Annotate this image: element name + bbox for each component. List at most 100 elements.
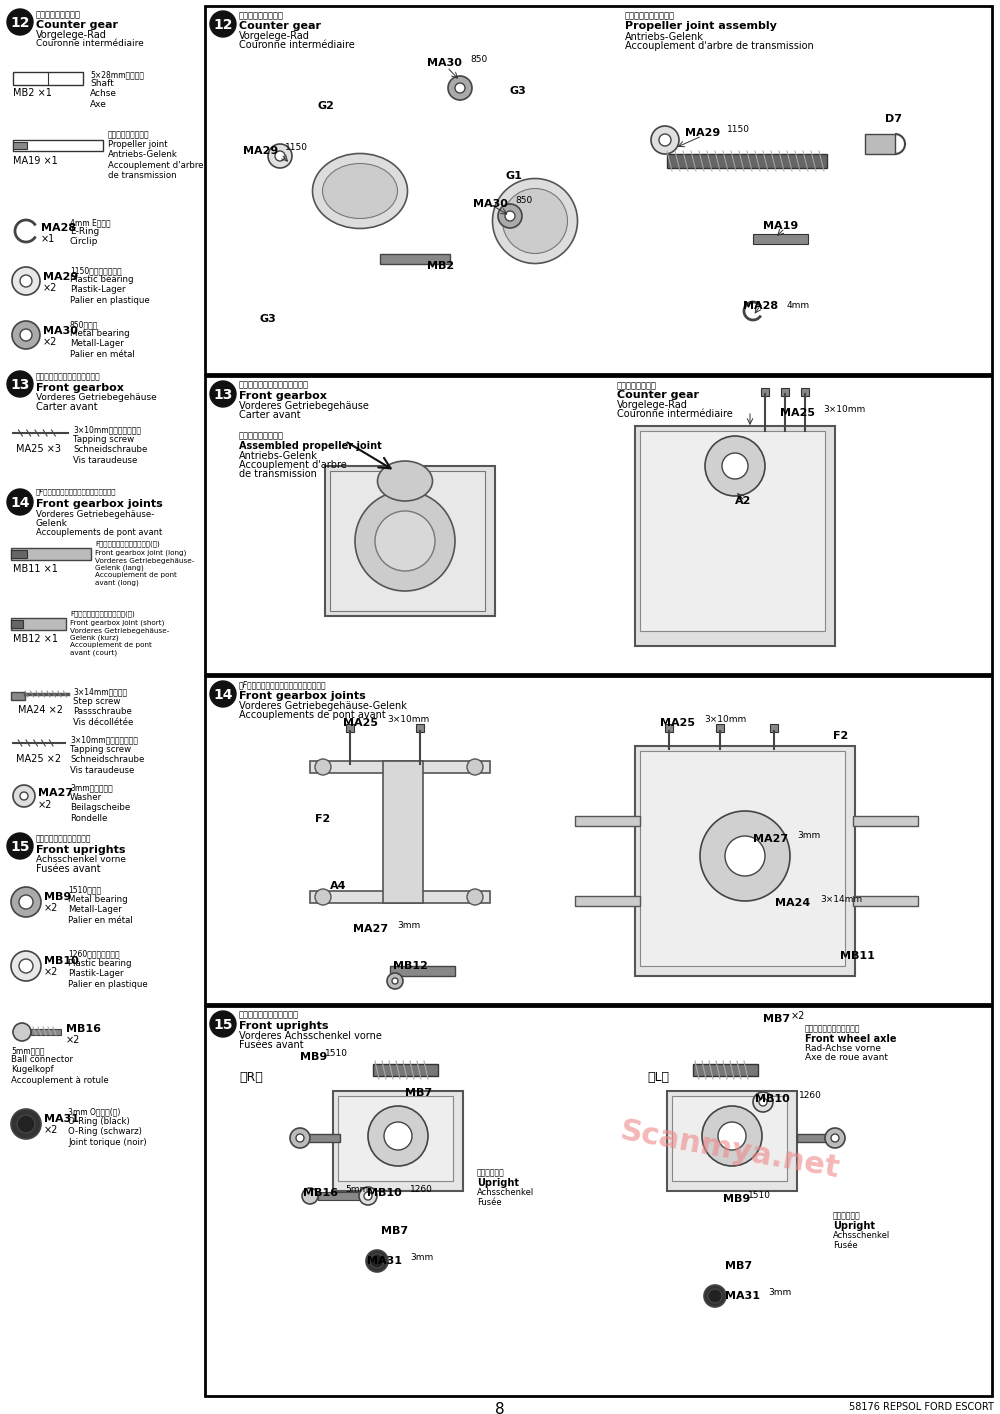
Text: Accouplement d'arbre: Accouplement d'arbre — [239, 460, 347, 469]
Circle shape — [13, 1022, 31, 1041]
Text: 850メタル: 850メタル — [70, 320, 98, 329]
Circle shape — [448, 76, 472, 100]
Text: MB16: MB16 — [303, 1188, 338, 1198]
Circle shape — [210, 682, 236, 707]
Text: Vorgelege-Rad: Vorgelege-Rad — [239, 31, 310, 41]
Circle shape — [11, 1109, 41, 1140]
Text: E-Ring
Circlip: E-Ring Circlip — [70, 228, 99, 246]
Text: Front uprights: Front uprights — [239, 1021, 328, 1031]
Text: Axe de roue avant: Axe de roue avant — [805, 1053, 888, 1062]
Text: 1510: 1510 — [748, 1191, 771, 1200]
Text: MA25: MA25 — [343, 718, 378, 728]
Text: Couronne intermédiaire: Couronne intermédiaire — [36, 40, 144, 48]
Text: MA25: MA25 — [780, 409, 815, 419]
Circle shape — [705, 436, 765, 496]
Text: 1150: 1150 — [285, 143, 308, 151]
Text: MA27: MA27 — [38, 788, 73, 797]
Bar — [416, 724, 424, 732]
Text: MB7: MB7 — [763, 1014, 790, 1024]
Bar — [797, 1134, 842, 1143]
Text: Vorderes Achsschenkel vorne: Vorderes Achsschenkel vorne — [239, 1031, 382, 1041]
Bar — [853, 816, 918, 826]
Text: Propeller joint
Antriebs-Gelenk
Accouplement d'arbre
de transmission: Propeller joint Antriebs-Gelenk Accouple… — [108, 140, 204, 180]
Bar — [13, 72, 83, 85]
Text: Counter gear: Counter gear — [617, 390, 699, 400]
Text: 3×14mm: 3×14mm — [820, 895, 862, 904]
Circle shape — [725, 836, 765, 877]
Text: 4mm Eリング: 4mm Eリング — [70, 218, 111, 228]
Text: Carter avant: Carter avant — [239, 410, 301, 420]
Bar — [640, 431, 825, 631]
Bar — [770, 724, 778, 732]
Text: 12: 12 — [10, 16, 30, 30]
Text: 4mm: 4mm — [787, 301, 810, 310]
Circle shape — [467, 889, 483, 905]
Text: Front gearbox joints: Front gearbox joints — [36, 499, 163, 509]
Bar — [333, 1092, 463, 1191]
Circle shape — [20, 274, 32, 287]
Text: Front gearbox: Front gearbox — [239, 392, 327, 402]
Text: 13: 13 — [213, 387, 233, 402]
Text: Metal bearing
Metall-Lager
Palier en métal: Metal bearing Metall-Lager Palier en mét… — [68, 895, 133, 925]
Bar — [716, 724, 724, 732]
Circle shape — [11, 952, 41, 981]
Text: MB16: MB16 — [66, 1024, 101, 1034]
Text: de transmission: de transmission — [239, 469, 317, 479]
Text: Front wheel axle: Front wheel axle — [805, 1034, 896, 1044]
Text: Front gearbox: Front gearbox — [36, 383, 124, 393]
Bar — [761, 387, 769, 396]
Text: カウンターギヤー: カウンターギヤー — [617, 380, 657, 390]
Text: カウンターギヤーの取り付け＞: カウンターギヤーの取り付け＞ — [239, 380, 309, 389]
Bar — [205, 376, 992, 674]
Text: G1: G1 — [505, 171, 522, 181]
Bar — [693, 1063, 758, 1076]
Text: 3mm Oリング(黒): 3mm Oリング(黒) — [68, 1107, 120, 1116]
Text: Plastic bearing
Plastik-Lager
Palier en plastique: Plastic bearing Plastik-Lager Palier en … — [68, 959, 148, 988]
Text: Step screw
Passschraube
Vis décollétée: Step screw Passschraube Vis décollétée — [73, 697, 133, 727]
Ellipse shape — [322, 164, 398, 219]
Bar — [11, 619, 23, 628]
Circle shape — [11, 887, 41, 918]
Text: Washer
Beilagscheibe
Rondelle: Washer Beilagscheibe Rondelle — [70, 793, 130, 823]
Text: 1510: 1510 — [325, 1049, 348, 1058]
Text: MA30: MA30 — [473, 199, 508, 209]
Text: G3: G3 — [260, 314, 277, 324]
Circle shape — [359, 1186, 377, 1205]
Text: G3: G3 — [510, 86, 527, 96]
Text: Front gearbox joint (long)
Vorderes Getriebegehäuse-
Gelenk (lang)
Accouplement : Front gearbox joint (long) Vorderes Getr… — [95, 550, 194, 585]
Bar — [667, 1092, 797, 1191]
Text: 3mmワッシャー: 3mmワッシャー — [70, 783, 113, 792]
Circle shape — [700, 812, 790, 901]
Ellipse shape — [503, 188, 568, 253]
Text: MA30: MA30 — [427, 58, 462, 68]
Text: Front gearbox joint (short)
Vorderes Getriebegehäuse-
Gelenk (kurz)
Accouplement: Front gearbox joint (short) Vorderes Get… — [70, 619, 169, 656]
Bar — [380, 255, 450, 264]
Circle shape — [467, 759, 483, 775]
Text: ×2: ×2 — [44, 967, 58, 977]
Text: 5mm: 5mm — [345, 1185, 368, 1193]
Text: Fギヤーボックスジョイント(長): Fギヤーボックスジョイント(長) — [95, 540, 160, 547]
Circle shape — [19, 895, 33, 909]
Text: Ball connector
Kugelkopf
Accouplement à rotule: Ball connector Kugelkopf Accouplement à … — [11, 1055, 109, 1085]
Text: ＜Fギヤーボックスジョイント取り付け＞: ＜Fギヤーボックスジョイント取り付け＞ — [239, 680, 327, 689]
Text: D7: D7 — [885, 115, 902, 124]
Text: 3×14mm段付ビス: 3×14mm段付ビス — [73, 687, 127, 696]
Circle shape — [370, 1254, 384, 1268]
Text: MA28: MA28 — [743, 301, 778, 311]
Text: プロペラジョイント: プロペラジョイント — [108, 130, 150, 139]
Text: カウンターギヤーの取り付け＞: カウンターギヤーの取り付け＞ — [36, 372, 101, 380]
Circle shape — [831, 1134, 839, 1143]
Text: MA29: MA29 — [43, 271, 78, 281]
Text: Carter avant: Carter avant — [36, 402, 98, 411]
Text: MB7: MB7 — [405, 1087, 432, 1099]
Text: 850: 850 — [515, 197, 532, 205]
Text: MA29: MA29 — [243, 146, 278, 156]
Text: MB12 ×1: MB12 ×1 — [13, 633, 58, 643]
Text: Shaft
Achse
Axe: Shaft Achse Axe — [90, 79, 117, 109]
Text: Fusées avant: Fusées avant — [36, 864, 101, 874]
Bar — [672, 1096, 787, 1181]
Text: Metal bearing
Metall-Lager
Palier en métal: Metal bearing Metall-Lager Palier en mét… — [70, 329, 135, 359]
Bar — [575, 816, 640, 826]
Text: カウンターギヤー－: カウンターギヤー－ — [36, 10, 81, 18]
Circle shape — [708, 1290, 722, 1302]
